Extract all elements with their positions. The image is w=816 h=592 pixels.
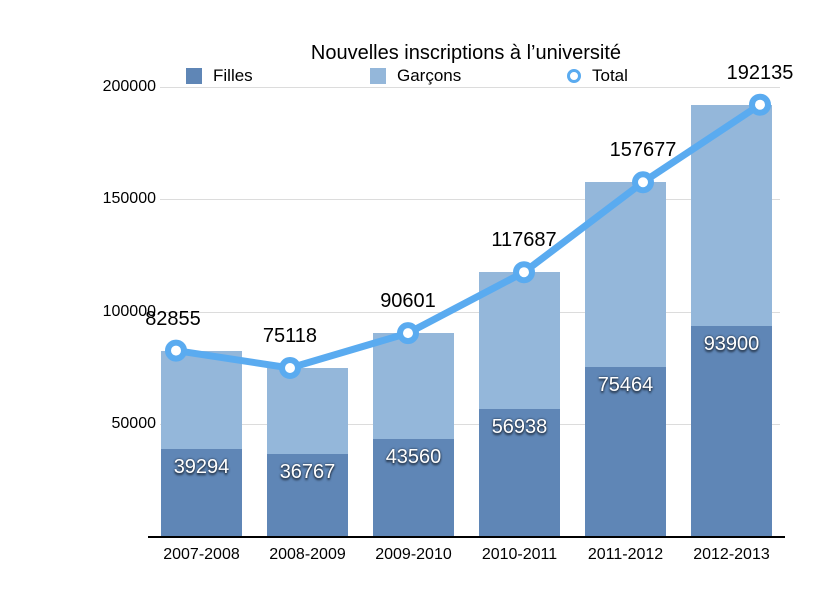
total-value-label: 117687 — [491, 229, 557, 252]
total-value-label: 75118 — [262, 324, 318, 347]
legend-item-total: Total — [567, 66, 628, 86]
total-value-label: 90601 — [380, 290, 436, 313]
bar-value-label: 36767 — [279, 461, 336, 484]
bar-filles — [267, 454, 348, 537]
bar-filles — [373, 438, 454, 537]
y-tick-label: 150000 — [102, 190, 156, 207]
total-value-label: 157677 — [609, 139, 677, 162]
gridline — [160, 424, 780, 425]
bar-value-label: 39294 — [173, 455, 230, 478]
chart-title: Nouvelles inscriptions à l’université — [310, 42, 622, 64]
bar-filles — [161, 448, 242, 537]
legend-item-filles: Filles — [186, 66, 253, 86]
x-tick-label: 2011-2012 — [587, 546, 664, 563]
gridline — [160, 199, 780, 200]
total-marker-icon — [165, 339, 187, 362]
total-marker-icon — [513, 261, 535, 284]
y-tick-label: 100000 — [102, 303, 156, 320]
bar-garcons — [161, 350, 242, 449]
total-value-label: 192135 — [726, 61, 794, 84]
legend-label-garcons: Garçons — [397, 66, 462, 85]
bar-value-label: 56938 — [491, 415, 548, 438]
bar-garcons — [479, 272, 560, 409]
x-tick-label: 2007-2008 — [163, 546, 240, 563]
total-marker-icon — [749, 93, 771, 116]
legend-swatch-filles — [186, 68, 202, 84]
x-tick-label: 2010-2011 — [481, 546, 558, 563]
total-value-label: 82855 — [145, 307, 201, 330]
x-tick-label: 2009-2010 — [375, 546, 452, 563]
gridline — [160, 87, 780, 88]
legend-swatch-garcons — [370, 68, 386, 84]
bar-value-label: 75464 — [597, 374, 654, 397]
bar-value-label: 43560 — [385, 445, 442, 468]
y-tick-label: 50000 — [111, 415, 157, 432]
legend-label-filles: Filles — [213, 66, 253, 85]
bar-value-label: 93900 — [703, 332, 760, 355]
total-marker-icon — [279, 356, 301, 379]
legend-item-garcons: Garçons — [370, 66, 461, 86]
y-tick-label: 200000 — [102, 78, 156, 95]
x-tick-label: 2012-2013 — [693, 546, 770, 563]
legend-label-total: Total — [592, 66, 628, 85]
total-marker-icon — [632, 171, 654, 194]
bar-filles — [585, 367, 666, 537]
legend-marker-total-icon — [567, 69, 581, 83]
bar-filles — [479, 408, 560, 537]
bar-garcons — [373, 333, 454, 439]
gridline — [160, 312, 780, 313]
total-marker-icon — [397, 322, 419, 345]
bar-garcons — [267, 367, 348, 455]
x-axis-line — [148, 536, 785, 538]
x-tick-label: 2008-2009 — [269, 546, 346, 563]
bar-filles — [691, 325, 772, 537]
